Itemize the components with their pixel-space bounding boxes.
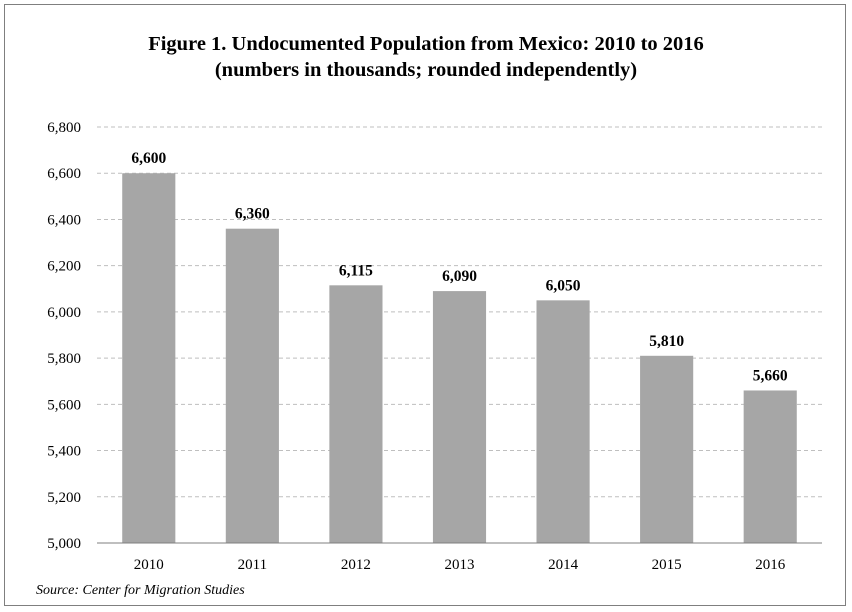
y-tick-label: 5,000 <box>47 536 81 552</box>
y-tick-label: 6,400 <box>47 212 81 228</box>
data-label-2013: 6,090 <box>442 268 477 285</box>
y-tick-label: 5,600 <box>47 397 81 413</box>
data-label-2014: 6,050 <box>546 277 581 294</box>
bar-2013 <box>432 291 487 543</box>
data-label-2010: 6,600 <box>131 150 166 167</box>
y-tick-label: 6,600 <box>47 166 81 182</box>
y-tick-label: 6,200 <box>47 259 81 275</box>
y-tick-label: 5,800 <box>47 351 81 367</box>
bar-2014 <box>536 300 590 543</box>
x-tick-label: 2015 <box>652 557 682 573</box>
grid-lines <box>97 126 822 498</box>
bars <box>122 173 797 543</box>
y-tick-label: 5,200 <box>47 490 81 506</box>
x-tick-label: 2014 <box>548 557 579 573</box>
y-tick-label: 6,800 <box>47 120 81 136</box>
y-tick-label: 6,000 <box>47 305 81 321</box>
bar-2016 <box>743 390 797 543</box>
chart-title: Figure 1. Undocumented Population from M… <box>148 33 704 55</box>
data-label-2011: 6,360 <box>235 206 270 223</box>
data-label-2016: 5,660 <box>753 367 788 384</box>
bar-2012 <box>329 285 383 543</box>
x-tick-label: 2010 <box>134 557 164 573</box>
bar-2015 <box>640 355 694 543</box>
x-tick-label: 2012 <box>341 557 371 573</box>
x-tick-label: 2011 <box>238 557 267 573</box>
labels: 5,000 5,200 5,400 5,600 5,800 6,000 6,200 6,400… <box>47 120 788 573</box>
y-tick-label: 5,400 <box>47 444 81 460</box>
x-tick-label: 2016 <box>755 557 786 573</box>
data-label-2015: 5,810 <box>649 333 684 350</box>
bar-2010 <box>122 173 176 543</box>
chart-subtitle: (numbers in thousands; rounded independe… <box>214 59 638 81</box>
source-note: Source: Center for Migration Studies <box>36 583 245 598</box>
x-tick-label: 2013 <box>445 557 475 573</box>
bar-2011 <box>225 228 279 543</box>
data-label-2012: 6,115 <box>339 262 373 279</box>
